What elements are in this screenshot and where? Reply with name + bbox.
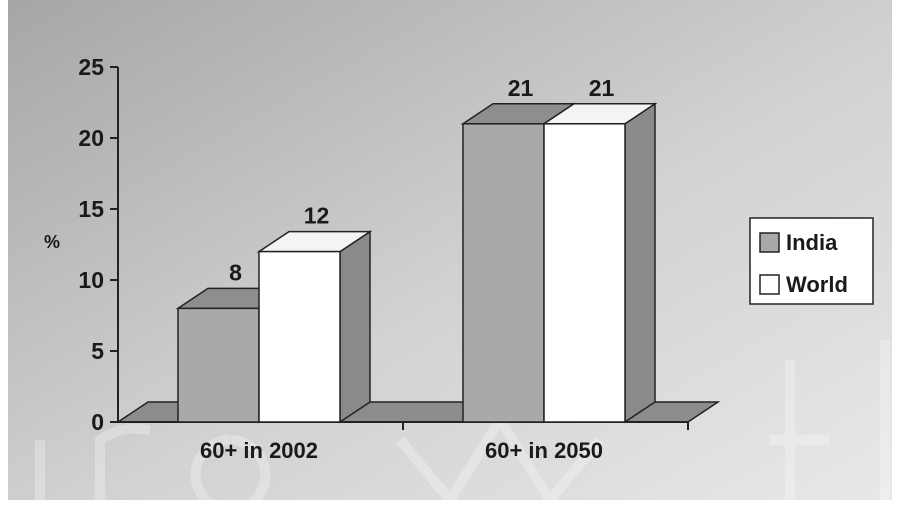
y-axis-title: % [44, 232, 60, 252]
legend-label-world: World [786, 272, 848, 297]
legend-label-india: India [786, 230, 838, 255]
y-tick-label: 25 [78, 54, 104, 80]
y-tick-label: 5 [91, 338, 104, 364]
data-label-world-0: 12 [304, 203, 330, 229]
bars [175, 102, 658, 424]
category-label-1: 60+ in 2050 [485, 438, 603, 463]
legend-swatch-india [759, 232, 780, 253]
bar-world-0 [256, 230, 373, 424]
x-axis-labels: 60+ in 2002 60+ in 2050 [200, 438, 603, 463]
bar-world-1 [541, 102, 658, 424]
category-label-0: 60+ in 2002 [200, 438, 318, 463]
bar-front [258, 250, 341, 423]
data-labels: 8 12 21 21 [229, 75, 614, 286]
bar-front [543, 123, 626, 423]
data-label-india-1: 21 [508, 75, 534, 101]
y-tick-label: 10 [78, 267, 104, 293]
y-tick-label: 0 [91, 409, 104, 435]
data-label-india-0: 8 [229, 259, 242, 285]
legend: India World [749, 217, 874, 305]
y-tick-label: 15 [78, 196, 104, 222]
bar-side [339, 230, 371, 424]
bar-side [624, 102, 656, 424]
y-tick-label: 20 [78, 125, 104, 151]
bar-front [462, 123, 545, 423]
bar-front [177, 307, 260, 423]
legend-swatch-world [759, 274, 780, 295]
data-label-world-1: 21 [589, 75, 615, 101]
